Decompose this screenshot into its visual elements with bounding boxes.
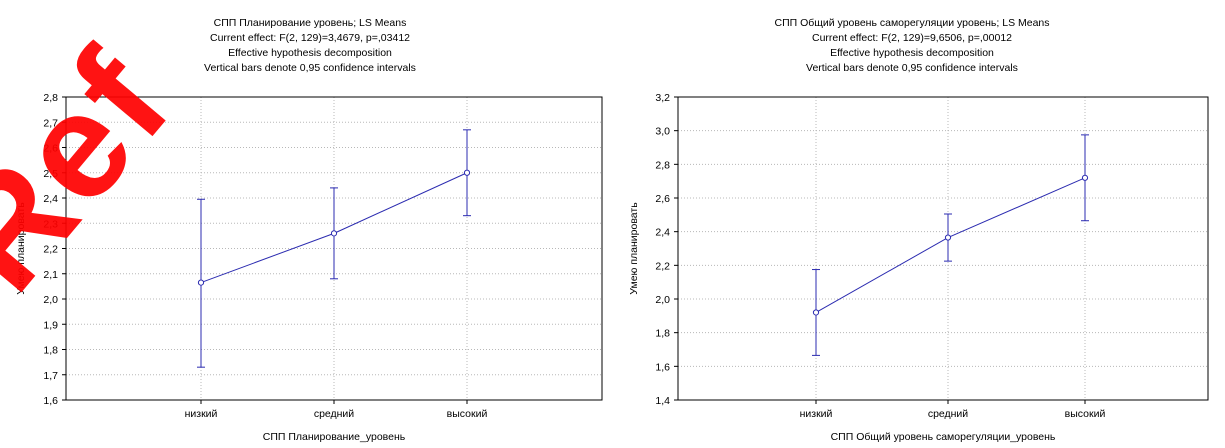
data-point — [1081, 174, 1089, 181]
chart-title-line: Effective hypothesis decomposition — [228, 47, 392, 59]
data-point — [330, 230, 338, 237]
plot-frame — [677, 96, 1209, 401]
y-tick-label: 2,8 — [655, 159, 670, 171]
y-tick-label: 2,5 — [43, 168, 58, 180]
data-point — [944, 234, 952, 241]
chart-1: СПП Планирование уровень; LS Means Curren… — [15, 17, 603, 443]
chart-title-line: Vertical bars denote 0,95 confidence int… — [806, 62, 1018, 74]
y-tick-label: 2,8 — [43, 92, 58, 104]
y-tick-label: 2,6 — [655, 193, 670, 205]
y-tick-label: 2,2 — [43, 244, 58, 256]
y-tick-label: 1,7 — [43, 370, 58, 382]
data-point — [463, 169, 471, 176]
y-tick-label: 2,3 — [43, 218, 58, 230]
y-tick-label: 2,2 — [655, 260, 670, 272]
chart-title-line: Effective hypothesis decomposition — [830, 47, 994, 59]
y-tick-label: 1,9 — [43, 319, 58, 331]
chart-title-line: Current effect: F(2, 129)=9,6506, p=,000… — [812, 32, 1012, 44]
y-tick-label: 2,7 — [43, 117, 58, 129]
y-tick-label: 2,4 — [655, 227, 670, 239]
x-axis-label: СПП Планирование_уровень — [263, 431, 406, 443]
y-axis-label: Умею планировать — [628, 202, 640, 295]
data-point — [197, 279, 205, 286]
y-axis-label: Умею планировать — [15, 202, 27, 295]
y-tick-label: 2,0 — [43, 294, 58, 306]
plot-area — [678, 97, 1208, 400]
chart-title-line: СПП Общий уровень саморегуляции уровень;… — [775, 17, 1050, 29]
y-tick-label: 1,8 — [655, 328, 670, 340]
x-tick-label: низкий — [185, 408, 218, 420]
y-tick-label: 1,4 — [655, 395, 670, 407]
y-tick-label: 2,4 — [43, 193, 58, 205]
y-tick-label: 3,0 — [655, 126, 670, 138]
plot-frame — [65, 96, 603, 401]
data-point — [812, 309, 820, 316]
y-tick-label: 2,1 — [43, 269, 58, 281]
y-tick-label: 1,6 — [655, 361, 670, 373]
x-tick-label: низкий — [800, 408, 833, 420]
chart-title-line: Current effect: F(2, 129)=3,4679, p=,034… — [210, 32, 410, 44]
chart-2: СПП Общий уровень саморегуляции уровень;… — [628, 17, 1209, 443]
chart-title-line: Vertical bars denote 0,95 confidence int… — [204, 62, 416, 74]
x-tick-label: средний — [314, 408, 354, 420]
y-tick-label: 2,0 — [655, 294, 670, 306]
x-tick-label: высокий — [447, 408, 488, 420]
x-tick-label: высокий — [1065, 408, 1106, 420]
y-tick-label: 1,6 — [43, 395, 58, 407]
y-tick-label: 3,2 — [655, 92, 670, 104]
chart-title-line: СПП Планирование уровень; LS Means — [214, 17, 407, 29]
y-tick-label: 1,8 — [43, 345, 58, 357]
y-tick-label: 2,6 — [43, 143, 58, 155]
x-axis-label: СПП Общий уровень саморегуляции_уровень — [831, 431, 1056, 443]
x-tick-label: средний — [928, 408, 968, 420]
